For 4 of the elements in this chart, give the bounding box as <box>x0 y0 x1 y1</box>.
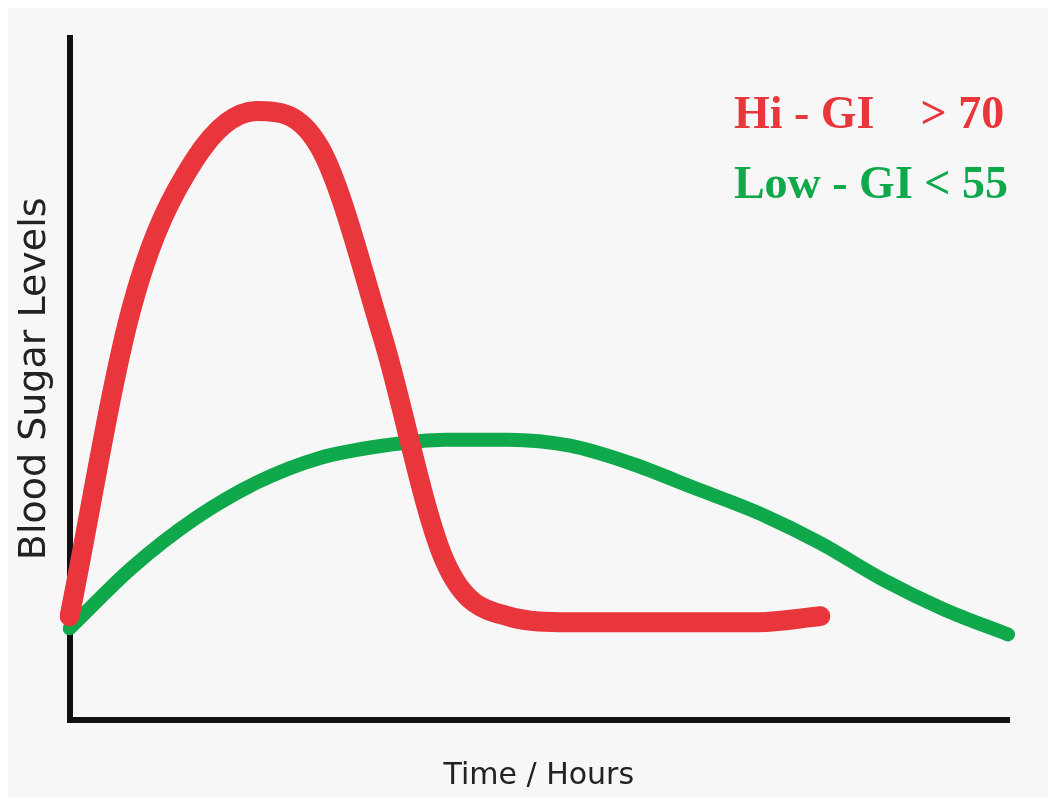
text: Low - GI < 55 <box>733 156 1008 210</box>
text: Hi - GI > 70 <box>733 86 1006 140</box>
y-axis-title: Blood Sugar Levels <box>9 197 54 561</box>
x-axis-title: Time / Hours <box>442 755 635 791</box>
